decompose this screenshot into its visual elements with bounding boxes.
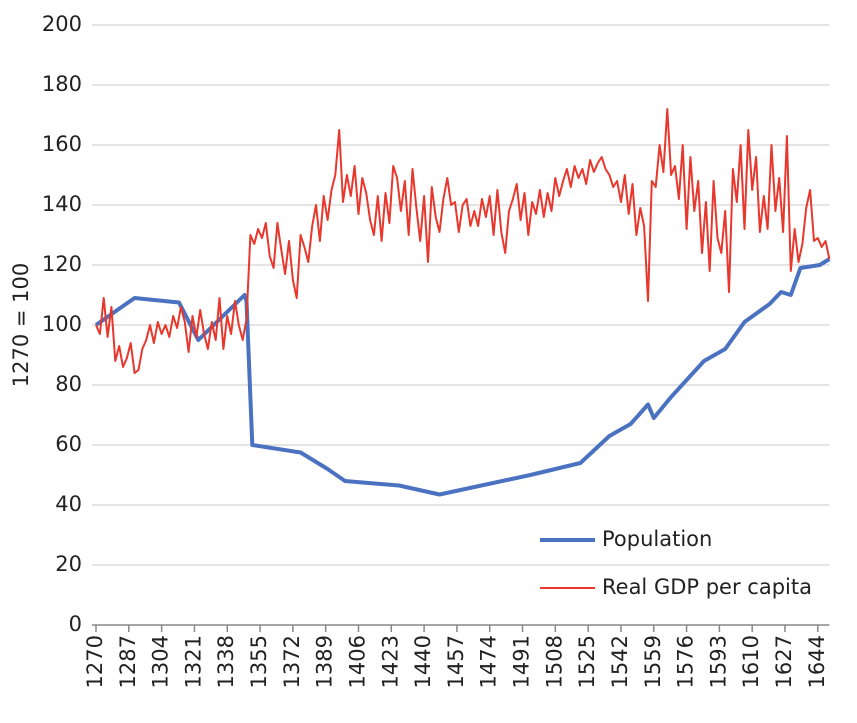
x-tick-label: 1372 [280,635,304,688]
x-tick-label: 1440 [411,635,435,688]
y-tick-label: 140 [42,192,82,216]
x-tick-label: 1304 [149,635,173,688]
x-tick-label: 1406 [345,635,369,688]
y-tick-label: 160 [42,132,82,156]
y-tick-label: 120 [42,252,82,276]
x-tick-label: 1508 [542,635,566,688]
x-tick-label: 1491 [510,635,534,688]
series-line [94,257,831,497]
series-line [95,108,831,374]
x-tick-label: 1389 [313,635,337,688]
x-tick-label: 1576 [674,635,698,688]
x-tick-label: 1287 [116,635,140,688]
x-tick-label: 1525 [575,635,599,688]
legend-label: Real GDP per capita [602,575,812,599]
x-tick-label: 1644 [805,635,829,688]
y-tick-label: 60 [55,432,82,456]
x-tick-label: 1559 [641,635,665,688]
y-tick-label: 20 [55,552,82,576]
y-axis-label: 1270 = 100 [9,263,33,387]
y-tick-label: 0 [69,612,82,636]
y-tick-label: 40 [55,492,82,516]
x-tick-label: 1321 [181,635,205,688]
x-tick-label: 1338 [214,635,238,688]
x-tick-label: 1627 [772,635,796,688]
x-tick-label: 1474 [477,635,501,688]
x-tick-label: 1355 [247,635,271,688]
x-tick-label: 1610 [739,635,763,688]
y-tick-label: 100 [42,312,82,336]
x-tick-label: 1593 [706,635,730,688]
x-tick-label: 1270 [83,635,107,688]
y-tick-label: 200 [42,12,82,36]
x-tick-label: 1457 [444,635,468,688]
x-tick-label: 1542 [608,635,632,688]
x-tick-label: 1423 [378,635,402,688]
y-tick-label: 180 [42,72,82,96]
legend-label: Population [602,527,712,551]
y-tick-label: 80 [55,372,82,396]
